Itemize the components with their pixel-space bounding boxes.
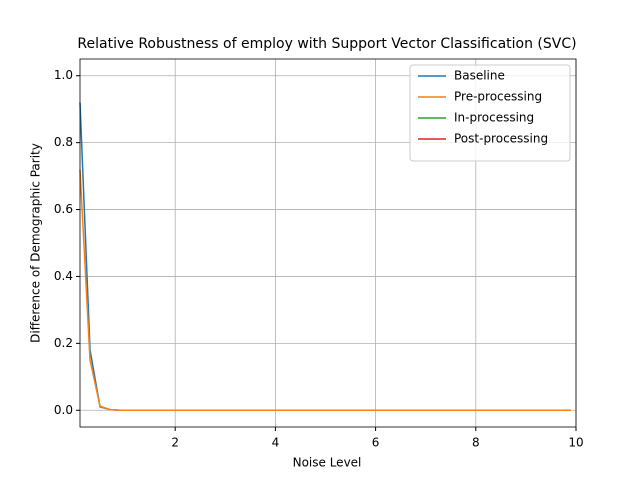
y-tick-label: 0.6 — [54, 202, 73, 216]
series-line — [79, 169, 571, 412]
y-tick-label: 0.8 — [54, 135, 73, 149]
x-axis-label: Noise Level — [293, 456, 362, 470]
legend-label: In-processing — [454, 111, 534, 125]
legend-label: Pre-processing — [454, 90, 542, 104]
y-tick-label: 0.4 — [54, 269, 73, 283]
y-tick-label: 1.0 — [54, 68, 73, 82]
x-tick-label: 10 — [568, 436, 583, 450]
y-axis-label: Difference of Demographic Parity — [29, 143, 43, 343]
legend-box — [409, 64, 571, 162]
y-tick-label: 0.0 — [54, 403, 73, 417]
x-tick-label: 8 — [472, 436, 480, 450]
legend-label: Post-processing — [454, 132, 548, 146]
plot-frame — [79, 58, 577, 428]
chart-title: Relative Robustness of employ with Suppo… — [77, 36, 576, 52]
legend-label: Baseline — [454, 69, 505, 83]
x-tick-label: 2 — [171, 436, 179, 450]
x-tick-label: 4 — [272, 436, 280, 450]
x-tick-label: 6 — [372, 436, 380, 450]
y-tick-label: 0.2 — [54, 336, 73, 350]
